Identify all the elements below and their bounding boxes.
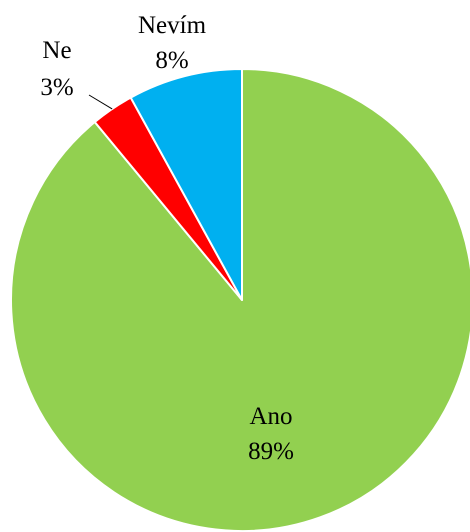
slice-label-name-nevim: Nevím bbox=[138, 12, 207, 39]
pie-labels: Ano 89% Ne 3% Nevím 8% bbox=[40, 12, 294, 465]
leader-line-ne bbox=[88, 94, 113, 110]
slice-label-value-ne: 3% bbox=[40, 74, 73, 101]
slice-label-name-ano: Ano bbox=[249, 403, 292, 430]
slice-label-name-ne: Ne bbox=[42, 37, 71, 64]
pie-slice-nevim bbox=[129, 68, 243, 301]
pie-slice-ano bbox=[10, 68, 470, 532]
slice-label-value-ano: 89% bbox=[248, 438, 294, 465]
pie-slices bbox=[10, 68, 470, 532]
slice-label-value-nevim: 8% bbox=[155, 47, 188, 74]
